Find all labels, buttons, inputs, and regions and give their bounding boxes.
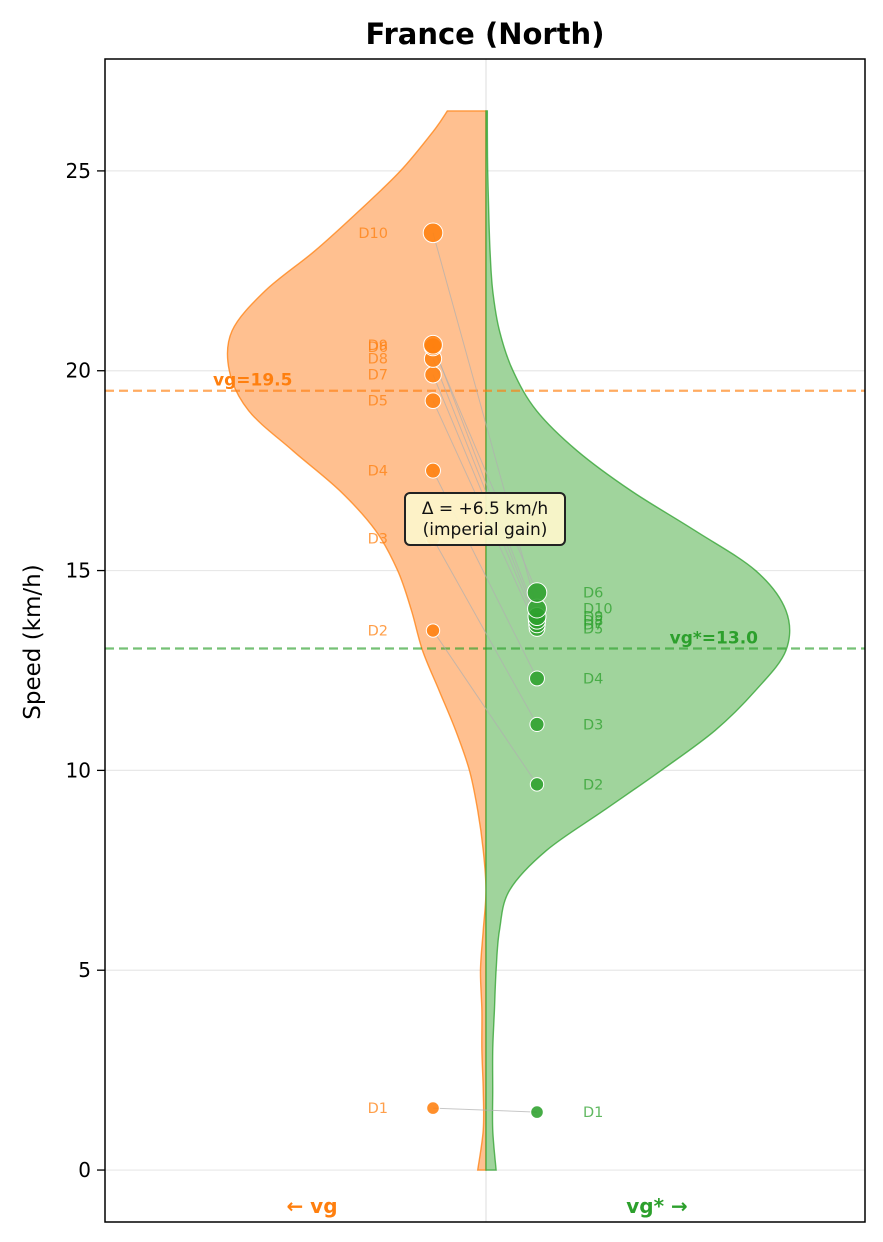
point-vg-d4 — [425, 462, 441, 479]
connectors — [432, 232, 538, 1113]
x-label-right: vg* → — [626, 1194, 688, 1218]
data-points — [422, 222, 548, 1119]
point-vg-d10 — [422, 222, 444, 244]
point-label-vg-star-d1: D1 — [583, 1105, 603, 1121]
y-tick-label-25: 25 — [66, 159, 91, 183]
point-label-vg-d4: D4 — [368, 464, 388, 480]
annotation-box — [404, 492, 566, 546]
point-label-vg-d1: D1 — [368, 1101, 388, 1117]
point-vg-d9 — [423, 334, 443, 355]
point-label-vg-star-d6: D6 — [583, 586, 603, 602]
point-label-vg-star-d4: D4 — [583, 671, 603, 687]
ref-label-vg: vg=19.5 — [213, 371, 292, 391]
delta-annotation: Δ = +6.5 km/h (imperial gain) — [404, 492, 566, 546]
y-tick-label-20: 20 — [66, 359, 91, 383]
connector-d8 — [432, 358, 538, 621]
violins — [226, 110, 791, 1171]
annotation-line-1: Δ = +6.5 km/h — [422, 499, 548, 519]
reference-lines: vg=19.5 vg*=13.0 — [105, 371, 865, 650]
violin-vg — [226, 110, 487, 1171]
point-label-vg-d2: D2 — [368, 624, 388, 640]
point-label-vg-d3: D3 — [368, 532, 388, 548]
connector-d6 — [432, 346, 538, 593]
point-vg-d2 — [425, 623, 441, 638]
connector-d1 — [432, 1107, 538, 1113]
point-label-vg-d8: D8 — [368, 352, 388, 368]
point-vg-star-d2 — [529, 777, 545, 792]
x-label-left: ← vg — [286, 1194, 337, 1218]
point-label-vg-star-d9: D9 — [583, 610, 603, 626]
point-label-vg-d9: D9 — [368, 338, 388, 354]
y-ticks: 0 5 10 15 20 25 — [66, 159, 105, 1182]
point-vg-star-d6 — [526, 582, 548, 603]
point-label-vg-d5: D5 — [368, 394, 388, 410]
point-labels: D1D2D3D4D5D7D8D6D9D10D1D2D3D4D5D7D8D9D10… — [358, 226, 612, 1121]
violin-vg-star — [485, 110, 791, 1171]
point-vg-star-d1 — [530, 1105, 544, 1119]
y-tick-label-0: 0 — [78, 1158, 91, 1182]
connector-d3 — [432, 538, 538, 725]
y-tick-label-15: 15 — [66, 559, 91, 583]
point-label-vg-star-d5: D5 — [583, 622, 603, 638]
plot-frame — [104, 58, 866, 1223]
point-label-vg-star-d3: D3 — [583, 717, 603, 733]
point-label-vg-star-d2: D2 — [583, 777, 603, 793]
point-label-vg-d7: D7 — [368, 368, 388, 384]
annotation-line-2: (imperial gain) — [423, 520, 548, 540]
point-label-vg-d10: D10 — [358, 226, 388, 242]
point-label-vg-star-d8: D8 — [583, 614, 603, 630]
ref-label-vg-star: vg*=13.0 — [670, 628, 759, 648]
point-vg-d5 — [424, 392, 442, 410]
point-vg-star-d4 — [529, 670, 545, 687]
connector-d9 — [432, 344, 538, 617]
y-tick-label-10: 10 — [66, 758, 91, 782]
point-label-vg-d6: D6 — [368, 340, 388, 356]
chart-title: France (North) — [366, 17, 605, 51]
point-label-vg-star-d10: D10 — [583, 602, 613, 618]
point-vg-d7 — [424, 365, 442, 384]
y-axis-label: Speed (km/h) — [20, 564, 46, 719]
connector-d2 — [432, 630, 538, 785]
point-vg-star-d3 — [529, 716, 545, 733]
point-vg-d1 — [426, 1101, 440, 1115]
point-label-vg-star-d7: D7 — [583, 618, 603, 634]
y-tick-label-5: 5 — [78, 958, 91, 982]
